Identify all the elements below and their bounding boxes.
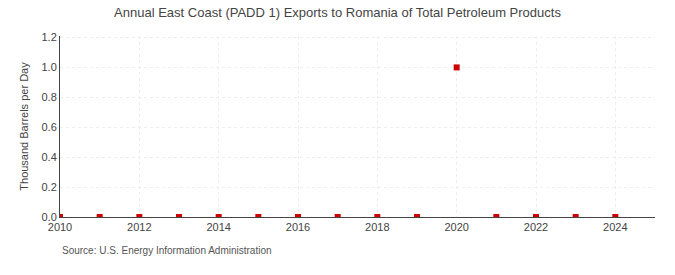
svg-text:Annual East Coast (PADD 1) Exp: Annual East Coast (PADD 1) Exports to Ro… xyxy=(114,5,561,20)
svg-text:0.6: 0.6 xyxy=(42,121,57,133)
svg-text:2018: 2018 xyxy=(365,221,389,233)
svg-text:2024: 2024 xyxy=(603,221,627,233)
svg-text:0.4: 0.4 xyxy=(42,151,57,163)
svg-text:2012: 2012 xyxy=(127,221,151,233)
svg-text:1.0: 1.0 xyxy=(42,61,57,73)
svg-text:Thousand Barrels per Day: Thousand Barrels per Day xyxy=(18,62,30,191)
svg-text:0.8: 0.8 xyxy=(42,91,57,103)
svg-text:2010: 2010 xyxy=(48,221,72,233)
svg-text:0.0: 0.0 xyxy=(42,211,57,223)
svg-text:2022: 2022 xyxy=(524,221,548,233)
svg-text:0.2: 0.2 xyxy=(42,181,57,193)
svg-text:2014: 2014 xyxy=(206,221,230,233)
svg-text:1.2: 1.2 xyxy=(42,31,57,43)
svg-text:2016: 2016 xyxy=(286,221,310,233)
svg-text:Source: U.S. Energy Informatio: Source: U.S. Energy Information Administ… xyxy=(62,245,272,256)
svg-text:2020: 2020 xyxy=(444,221,468,233)
